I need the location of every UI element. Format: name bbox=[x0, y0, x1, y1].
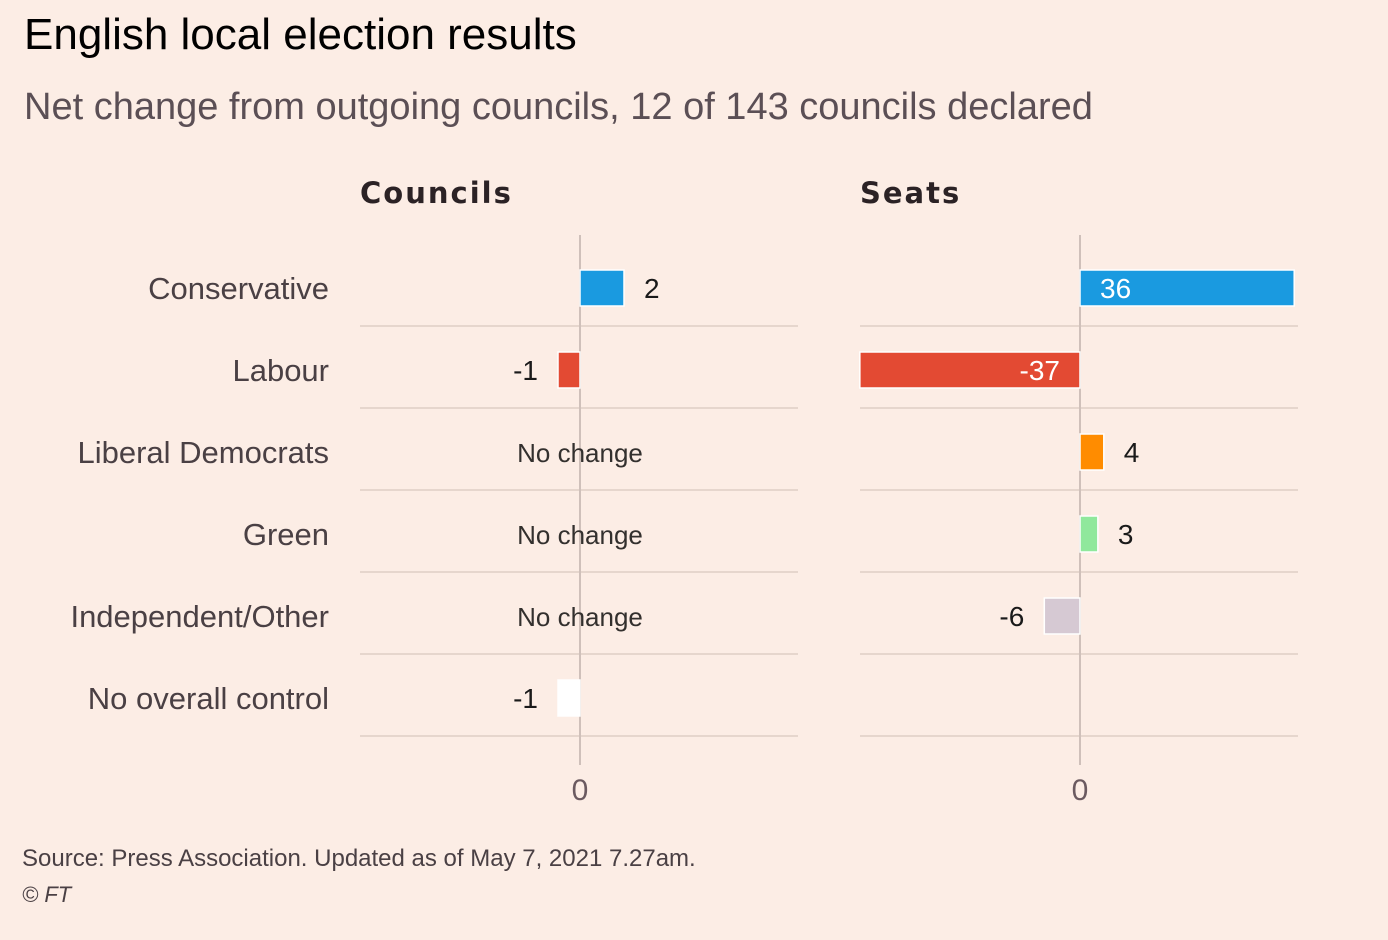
bar-label: -6 bbox=[999, 601, 1024, 632]
bar-labour bbox=[859, 351, 1081, 389]
bar-label: No change bbox=[517, 520, 643, 550]
category-label: Liberal Democrats bbox=[77, 435, 329, 470]
panel-title: Seats bbox=[860, 176, 961, 210]
bar-green bbox=[1079, 515, 1099, 553]
bar-label: 2 bbox=[644, 273, 660, 304]
category-label: No overall control bbox=[88, 681, 329, 716]
bar-independent-other bbox=[1043, 597, 1081, 635]
bar-label: No change bbox=[517, 602, 643, 632]
category-label: Independent/Other bbox=[70, 599, 329, 634]
bar-conservative bbox=[1079, 269, 1295, 307]
category-label: Labour bbox=[232, 353, 329, 388]
category-label: Green bbox=[243, 517, 329, 552]
bar-label: 3 bbox=[1118, 519, 1134, 550]
credit: © FT bbox=[22, 882, 72, 907]
x-tick-label: 0 bbox=[572, 774, 589, 807]
x-tick-label: 0 bbox=[1072, 774, 1089, 807]
bar-label: No change bbox=[517, 438, 643, 468]
chart-subtitle: Net change from outgoing councils, 12 of… bbox=[24, 86, 1093, 128]
category-label: Conservative bbox=[148, 271, 329, 306]
bar-label: 4 bbox=[1124, 437, 1140, 468]
source-note: Source: Press Association. Updated as of… bbox=[22, 845, 696, 872]
panel-title: Councils bbox=[360, 176, 513, 210]
bar-no-overall-control bbox=[557, 679, 581, 717]
bar-label: -1 bbox=[513, 355, 538, 386]
bar-label: 36 bbox=[1100, 273, 1131, 304]
bar-label: -37 bbox=[1020, 355, 1060, 386]
bar-labour bbox=[557, 351, 581, 389]
bar-conservative bbox=[579, 269, 625, 307]
chart-title: English local election results bbox=[24, 10, 577, 59]
bar-liberal-democrats bbox=[1079, 433, 1105, 471]
bar-label: -1 bbox=[513, 683, 538, 714]
